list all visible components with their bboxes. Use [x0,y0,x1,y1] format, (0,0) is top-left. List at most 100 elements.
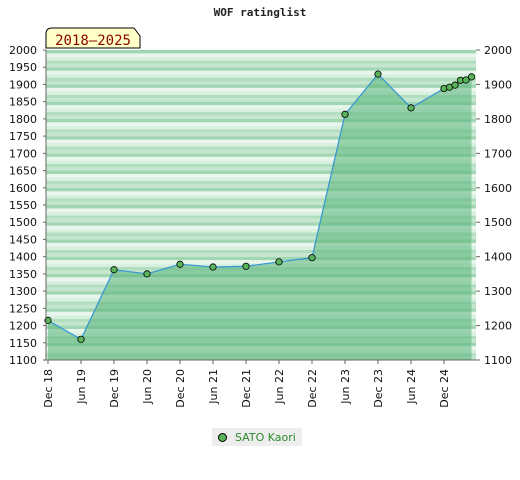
grid-band [46,239,476,243]
grid-band [46,242,476,247]
x-tick-label: Dec 20 [174,369,187,408]
data-point[interactable] [407,104,415,112]
grid-band [46,187,476,192]
grid-band [46,81,476,85]
y-tick-label: 1350 [9,268,37,281]
x-tick-label: Dec 24 [438,369,451,408]
grid-band [46,129,476,133]
grid-band [46,229,476,233]
y-tick-label-right: 1900 [484,78,512,91]
grid-band [46,74,476,78]
data-point[interactable] [275,258,283,266]
grid-band [46,167,476,171]
data-point[interactable] [451,81,459,89]
grid-band [46,91,476,95]
period-label: 2018–2025 [55,33,131,49]
period-badge [45,27,141,49]
y-tick-label-right: 1700 [484,147,512,160]
grid-band [46,215,476,219]
grid-band [46,118,476,123]
grid-band [46,222,476,226]
grid-band [46,67,476,71]
data-point[interactable] [341,110,349,119]
y-tick-label-right: 1500 [484,216,512,229]
data-point[interactable] [462,76,470,84]
grid-band [46,143,476,147]
grid-band [46,136,476,140]
grid-band [46,260,476,264]
grid-band [46,208,476,212]
grid-band [46,77,476,81]
x-tick-label: Jun 19 [75,369,88,405]
grid-band [46,170,476,174]
x-tick-label: Dec 23 [372,369,385,408]
y-tick-label-right: 2000 [484,44,512,57]
y-tick-label: 1400 [9,251,37,264]
y-tick-label: 1850 [9,96,37,109]
data-point[interactable] [143,270,151,278]
grid-band [46,174,476,178]
data-point[interactable] [176,260,184,268]
x-tick-label: Dec 21 [240,369,253,408]
x-tick-label: Dec 18 [42,369,55,408]
data-point[interactable] [308,254,316,262]
grid-band [46,101,476,106]
grid-band [46,112,476,116]
grid-band [46,156,476,161]
y-tick-label: 1650 [9,165,37,178]
grid-band [46,53,476,57]
grid-band [46,139,476,143]
legend-label: SATO Kaori [235,430,296,444]
grid-band [46,253,476,257]
grid-band [46,249,476,254]
grid-band [46,94,476,99]
y-tick-label-right: 1200 [484,320,512,333]
grid-band [46,153,476,157]
grid-band [46,256,476,261]
y-tick-label: 1150 [9,337,37,350]
series-area [48,74,472,360]
grid-band [46,125,476,130]
y-tick-label: 1600 [9,182,37,195]
x-tick-label: Jun 24 [405,369,418,405]
data-point[interactable] [374,70,382,78]
data-point[interactable] [110,266,118,274]
y-tick-label: 1700 [9,147,37,160]
y-tick-label-right: 1800 [484,113,512,126]
grid-band [46,225,476,230]
grid-band [46,56,476,61]
y-tick-label-right: 1100 [484,354,512,367]
grid-band [46,132,476,137]
grid-band [46,184,476,188]
data-point[interactable] [467,73,476,81]
x-tick-label: Jun 22 [273,369,286,405]
grid-band [46,160,476,164]
grid-band [46,194,476,199]
x-tick-label: Jun 21 [207,369,220,405]
x-tick-label: Dec 19 [108,369,121,408]
data-point[interactable] [242,262,250,270]
grid-band [46,180,476,185]
grid-band [46,115,476,119]
grid-band [46,108,476,112]
y-tick-label: 2000 [9,44,37,57]
legend[interactable]: SATO Kaori [212,428,302,446]
grid-band [46,105,476,109]
data-point[interactable] [77,335,85,343]
y-tick-label: 1250 [9,302,37,315]
x-tick-label: Dec 22 [306,369,319,408]
grid-band [46,211,476,216]
grid-band [46,63,476,68]
grid-band [46,84,476,88]
grid-band [46,122,476,126]
data-point[interactable] [209,263,217,271]
y-tick-label: 1900 [9,78,37,91]
legend-marker-icon [218,432,227,442]
y-tick-label: 1450 [9,233,37,246]
grid-band [46,232,476,236]
grid-band [46,236,476,240]
y-tick-label: 1100 [9,354,37,367]
x-tick-label: Jun 23 [339,369,352,405]
y-tick-label-right: 1400 [484,251,512,264]
